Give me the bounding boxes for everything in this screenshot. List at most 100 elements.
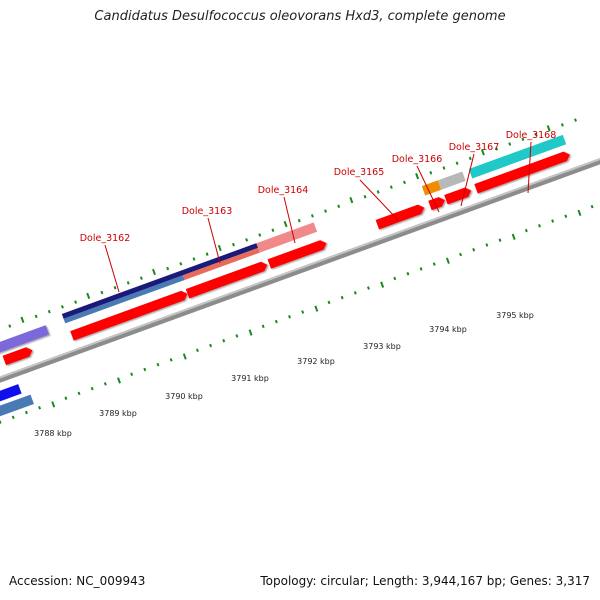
- genome-summary: Topology: circular; Length: 3,944,167 bp…: [260, 574, 590, 588]
- scale-tick: [419, 267, 423, 271]
- scale-tick: [314, 305, 319, 312]
- scale-tick: [117, 377, 121, 384]
- gene-bar: [468, 134, 567, 179]
- tick-row-upper: [8, 118, 577, 328]
- leader-line: [460, 153, 475, 207]
- scale-tick: [60, 305, 64, 309]
- rotated-track-group: [0, 118, 600, 424]
- scale-tick: [143, 367, 147, 372]
- scale-tick: [495, 147, 499, 151]
- scale-tick: [340, 295, 344, 300]
- scale-tick: [169, 358, 173, 362]
- scale-tick: [577, 209, 582, 217]
- scale-tick: [90, 386, 94, 391]
- gene-bar: [421, 180, 442, 196]
- scale-tick: [353, 291, 357, 295]
- scale-tick: [222, 338, 226, 343]
- scale-tick: [508, 142, 512, 146]
- gene-bar: [61, 243, 259, 319]
- scale-tick: [406, 271, 410, 276]
- scale-tick: [442, 166, 446, 170]
- scale-tick: [429, 171, 433, 175]
- scale-tick: [274, 319, 278, 324]
- cds-feature: [70, 290, 188, 341]
- scale-tick: [192, 257, 196, 261]
- scale-tick: [524, 228, 528, 233]
- cds-feature: [444, 187, 472, 205]
- accession-label: Accession: NC_009943: [9, 574, 146, 588]
- scale-tick: [472, 247, 476, 252]
- scale-tick: [283, 220, 288, 228]
- scale-tick: [139, 276, 143, 280]
- scale-tick: [235, 334, 239, 338]
- scale-tick: [534, 132, 538, 137]
- scale-tick: [538, 224, 541, 228]
- scale-tick: [310, 214, 314, 218]
- scale-tick: [551, 219, 555, 223]
- gene-label: Dole_3166: [392, 154, 443, 165]
- scale-tick: [248, 329, 253, 336]
- scale-tick: [389, 185, 393, 189]
- scale-tick: [301, 310, 305, 314]
- scale-tick: [86, 292, 91, 300]
- leader-line: [527, 141, 532, 194]
- scale-tick: [560, 123, 564, 127]
- scale-tick: [349, 196, 354, 204]
- gene-bar: [256, 222, 318, 253]
- scale-tick: [126, 281, 130, 285]
- scale-tick: [498, 238, 502, 242]
- leader-line: [359, 179, 399, 221]
- scale-tick: [367, 286, 370, 290]
- backbone-highlight: [0, 137, 600, 393]
- scale-tick: [459, 252, 463, 257]
- kbp-label: 3791 kbp: [231, 374, 269, 383]
- scale-tick: [74, 300, 78, 304]
- scale-tick: [103, 382, 107, 386]
- scale-tick: [258, 233, 262, 237]
- scale-tick: [590, 204, 594, 209]
- gene-bar: [0, 325, 50, 354]
- scale-tick: [403, 180, 406, 185]
- gene-bar: [0, 384, 22, 404]
- scale-tick: [288, 315, 291, 319]
- scale-tick: [485, 243, 489, 247]
- cds-feature: [2, 347, 33, 366]
- scale-tick: [47, 309, 51, 314]
- gene-bar: [0, 394, 34, 417]
- cds-feature: [375, 204, 425, 230]
- scale-tick: [24, 410, 28, 415]
- scale-tick: [521, 137, 525, 142]
- leader-line: [416, 165, 440, 213]
- scale-tick: [337, 204, 341, 209]
- gene-label: Dole_3162: [80, 233, 131, 244]
- scale-tick: [156, 362, 160, 367]
- cds-feature: [267, 240, 327, 269]
- gene-bar: [63, 275, 185, 324]
- scale-tick: [297, 218, 301, 223]
- scale-tick: [376, 190, 380, 194]
- scale-tick: [20, 316, 25, 323]
- scale-tick: [130, 372, 134, 376]
- scale-tick: [152, 268, 156, 276]
- scale-tick: [11, 415, 15, 420]
- scale-tick: [574, 118, 577, 122]
- scale-tick: [64, 396, 68, 400]
- tick-row-lower: [0, 204, 594, 424]
- scale-tick: [195, 348, 199, 353]
- leader-line: [283, 196, 296, 244]
- leader-line: [104, 244, 120, 293]
- scale-tick: [182, 353, 187, 360]
- scale-tick: [432, 262, 436, 266]
- scale-tick: [363, 194, 367, 199]
- scale-tick: [34, 314, 38, 319]
- scale-tick: [232, 242, 235, 247]
- cds-feature: [428, 197, 445, 211]
- scale-tick: [327, 300, 331, 305]
- scale-tick: [445, 257, 450, 264]
- scale-tick: [380, 281, 385, 288]
- kbp-label: 3793 kbp: [363, 342, 401, 351]
- gene-label: Dole_3165: [334, 167, 385, 178]
- gene-label: Dole_3168: [506, 130, 557, 141]
